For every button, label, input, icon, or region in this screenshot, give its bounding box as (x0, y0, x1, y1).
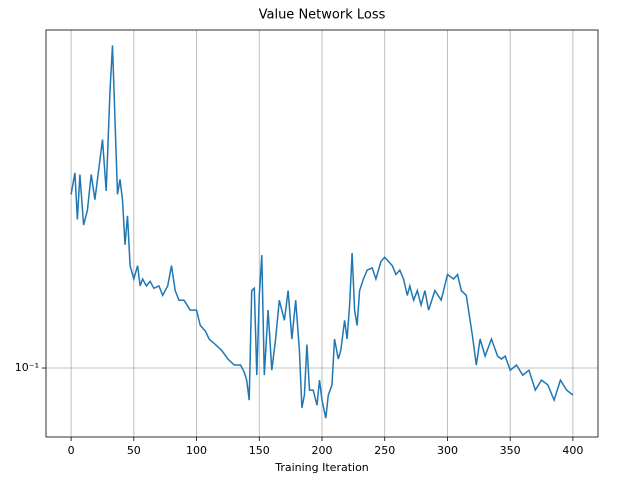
x-tick-label: 200 (312, 444, 333, 457)
x-tick-label: 400 (562, 444, 583, 457)
plot-frame (45, 29, 599, 438)
x-tick-label: 150 (249, 444, 270, 457)
x-axis-label: Training Iteration (274, 461, 369, 474)
data-line (70, 45, 574, 419)
x-tick-label: 300 (437, 444, 458, 457)
chart-title: Value Network Loss (259, 8, 386, 23)
x-tick-label: 0 (68, 444, 75, 457)
x-tick-label: 250 (374, 444, 395, 457)
x-tick-label: 50 (127, 444, 141, 457)
y-tick-label: 10⁻¹ (15, 361, 39, 374)
x-tick-label: 100 (186, 444, 207, 457)
x-tick-label: 350 (500, 444, 521, 457)
